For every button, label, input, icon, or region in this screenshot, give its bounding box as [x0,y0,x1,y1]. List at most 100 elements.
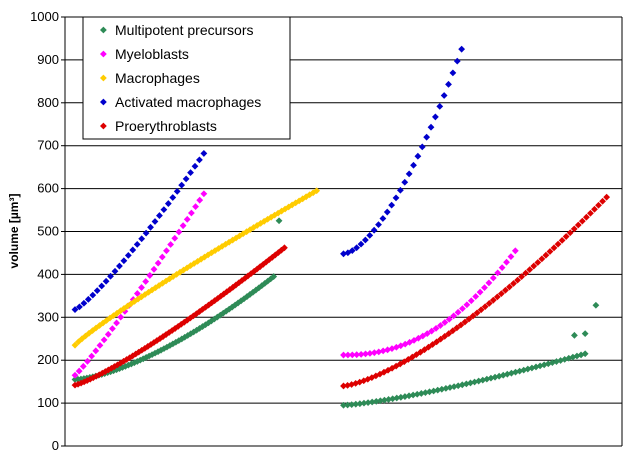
proerythroblasts-point [587,209,594,217]
activated-macrophages-point [353,244,361,252]
activated-macrophages-point [160,206,168,213]
y-tick-label: 900 [37,52,59,67]
activated-macrophages-point [169,194,177,201]
proerythroblasts-point [469,312,477,320]
activated-macrophages-point [120,257,128,265]
myeloblasts-point [71,371,79,379]
myeloblasts-point [117,313,125,321]
proerythroblasts-point [562,233,570,240]
y-tick-label: 200 [37,352,59,367]
myeloblasts-point [96,342,104,349]
myeloblasts-point [357,350,365,358]
proerythroblasts-point [595,201,602,209]
activated-macrophages-point [71,306,79,313]
legend-label-macrophages: Macrophages [115,70,200,86]
activated-macrophages-point [458,45,466,53]
activated-macrophages-point [164,200,172,207]
activated-macrophages-point [76,303,83,311]
proerythroblasts-point [599,197,606,205]
proerythroblasts-point [578,217,586,225]
myeloblasts-point [138,284,145,291]
myeloblasts-point [340,351,347,359]
legend-label-myeloblasts: Myeloblasts [115,46,189,62]
activated-macrophages-point [348,247,356,255]
activated-macrophages-point [427,123,435,131]
y-axis: 0 100 200 300 400 500 600 700 800 900 1000 [30,9,65,453]
macrophages-point [313,187,321,195]
myeloblasts-point [167,241,175,248]
proerythroblasts-point [558,236,566,244]
activated-macrophages-point [89,291,97,299]
activated-macrophages-point [392,194,400,202]
activated-macrophages-point [423,133,431,141]
activated-macrophages-point [388,201,396,209]
activated-macrophages-point [142,229,150,237]
myeloblasts-point [188,209,195,217]
activated-macrophages-point [80,299,88,307]
multipotent-precursors-point [581,330,589,337]
myeloblasts-point [454,308,462,316]
legend-marker-activated-macrophages [100,98,107,106]
myeloblasts-point [154,259,162,267]
myeloblasts-point [150,265,158,273]
activated-macrophages-point [366,231,374,239]
myeloblasts-point [104,330,112,338]
myeloblasts-point [503,258,510,266]
multipotent-precursors-point [352,400,360,408]
myeloblasts-point [171,234,179,242]
myeloblasts-point [467,297,475,305]
myeloblasts-point [200,190,208,198]
activated-macrophages-point [93,287,101,295]
activated-macrophages-point [191,162,199,170]
myeloblasts-point [476,288,484,296]
activated-macrophages-point [200,150,208,157]
proerythroblasts-point [449,327,457,335]
activated-macrophages-point [111,267,119,275]
proerythroblasts-point [281,244,288,252]
myeloblasts-point [489,274,497,282]
myeloblasts-point [163,247,170,255]
myeloblasts-point [463,301,471,309]
myeloblasts-point [366,349,374,357]
myeloblasts-point [428,327,436,335]
myeloblasts-point [133,290,141,297]
myeloblasts-point [507,253,515,260]
legend-marker-multipotent-precursors [100,26,107,34]
myeloblasts-point [79,362,87,370]
myeloblasts-point [100,336,108,344]
proerythroblasts-point [457,321,465,329]
multipotent-precursors-point [275,217,283,225]
activated-macrophages-point [102,277,110,285]
proerythroblasts-point [603,193,611,201]
activated-macrophages-point [449,69,457,77]
proerythroblasts-point [477,306,485,314]
proerythroblasts-point [340,382,347,390]
activated-macrophages-point [151,218,159,225]
myeloblasts-point [375,348,383,356]
activated-macrophages-point [196,156,203,164]
activated-macrophages-point [396,186,404,194]
myeloblasts-point [179,222,187,230]
activated-macrophages-point [436,102,444,110]
y-axis-label: volume [µm³] [7,194,21,269]
activated-macrophages-point [182,175,190,183]
proerythroblasts-point [546,248,554,255]
activated-macrophages-point [440,92,448,99]
proerythroblasts-point [473,309,481,317]
myeloblasts-point [511,247,519,255]
proerythroblasts-point [554,240,562,248]
y-tick-label: 400 [37,266,59,281]
legend-label-proerythroblasts: Proerythroblasts [115,118,217,134]
proerythroblasts-point [493,293,501,301]
myeloblasts-point [485,279,493,287]
myeloblasts-point [113,319,120,327]
activated-macrophages-point [431,113,439,121]
myeloblasts-point [175,228,183,236]
multipotent-precursors-point [348,401,356,409]
myeloblasts-point [146,272,154,279]
activated-macrophages-point [178,181,186,189]
myeloblasts-point [423,330,431,338]
proerythroblasts-point [574,221,582,229]
activated-macrophages-point [133,241,141,248]
y-tick-label: 600 [37,181,59,196]
